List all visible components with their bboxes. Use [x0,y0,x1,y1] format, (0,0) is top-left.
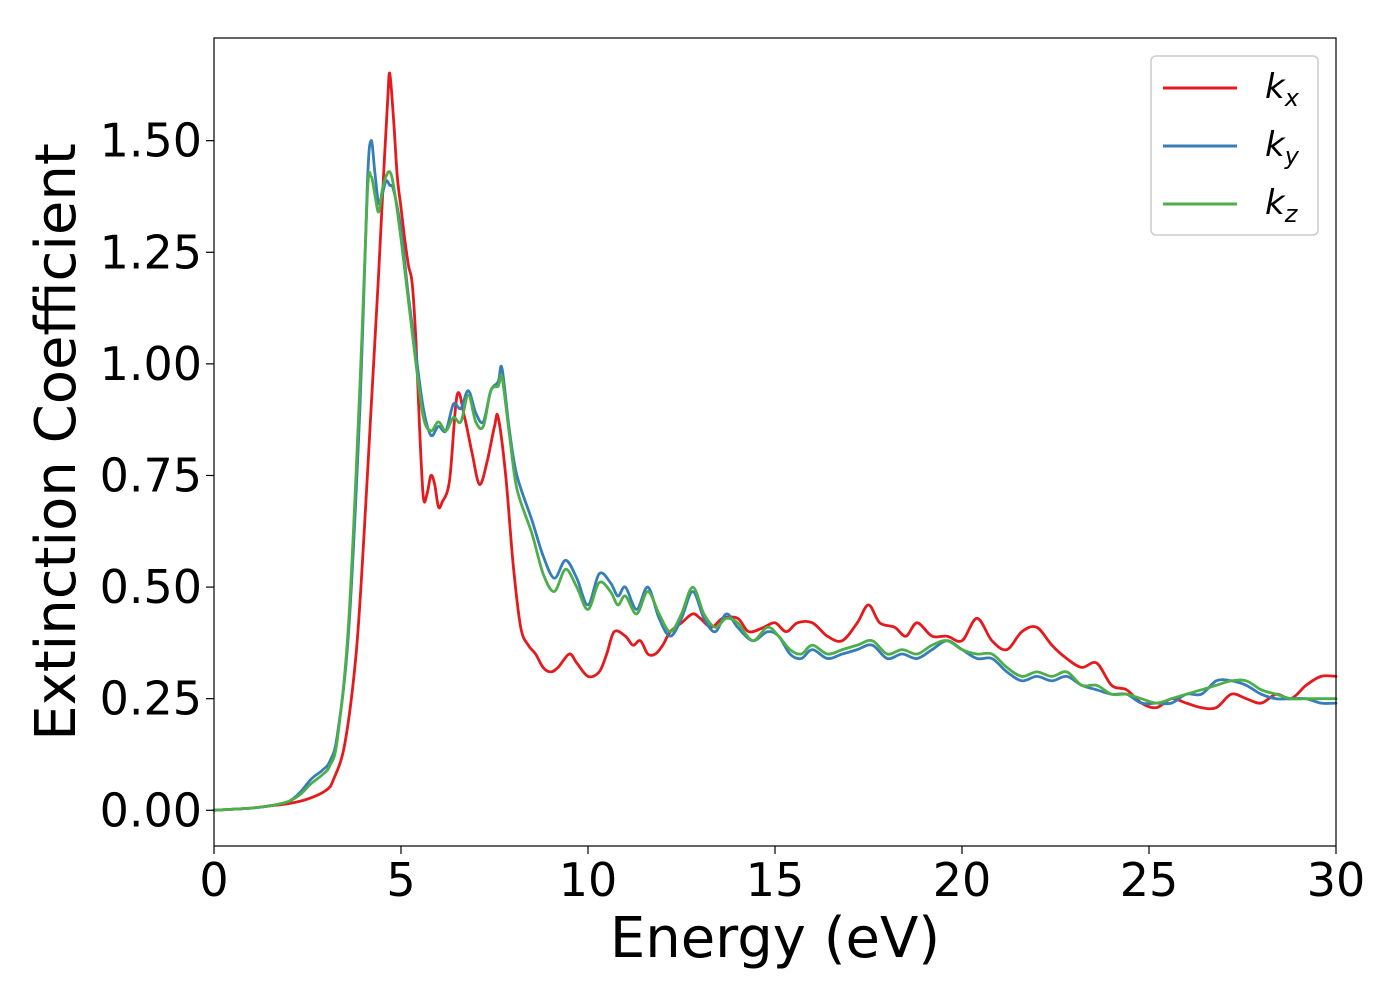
x-tick-label: 10 [559,853,618,907]
y-axis: 0.00 0.25 0.50 0.75 1.00 1.25 1.50 [100,114,214,837]
x-tick-label: 30 [1307,853,1366,907]
y-tick-label: 1.25 [100,225,202,279]
x-tick-label: 5 [386,853,415,907]
x-axis-label: Energy (eV) [610,906,940,971]
y-tick-label: 1.50 [100,114,202,168]
y-tick-label: 0.75 [100,448,202,502]
x-tick-label: 0 [199,853,228,907]
x-tick-label: 20 [933,853,992,907]
series-layer [212,71,1338,812]
plot-area [214,38,1336,846]
y-tick-label: 0.00 [100,783,202,837]
series-line-kz [212,170,1338,812]
x-tick-label: 15 [746,853,805,907]
x-tick-label: 25 [1120,853,1179,907]
y-tick-label: 1.00 [100,337,202,391]
x-axis: 0 5 10 15 20 25 30 [199,846,1365,907]
series-line-kx [212,71,1338,812]
y-axis-label: Extinction Coefficient [24,143,89,741]
y-tick-label: 0.25 [100,672,202,726]
y-tick-label: 0.50 [100,560,202,614]
